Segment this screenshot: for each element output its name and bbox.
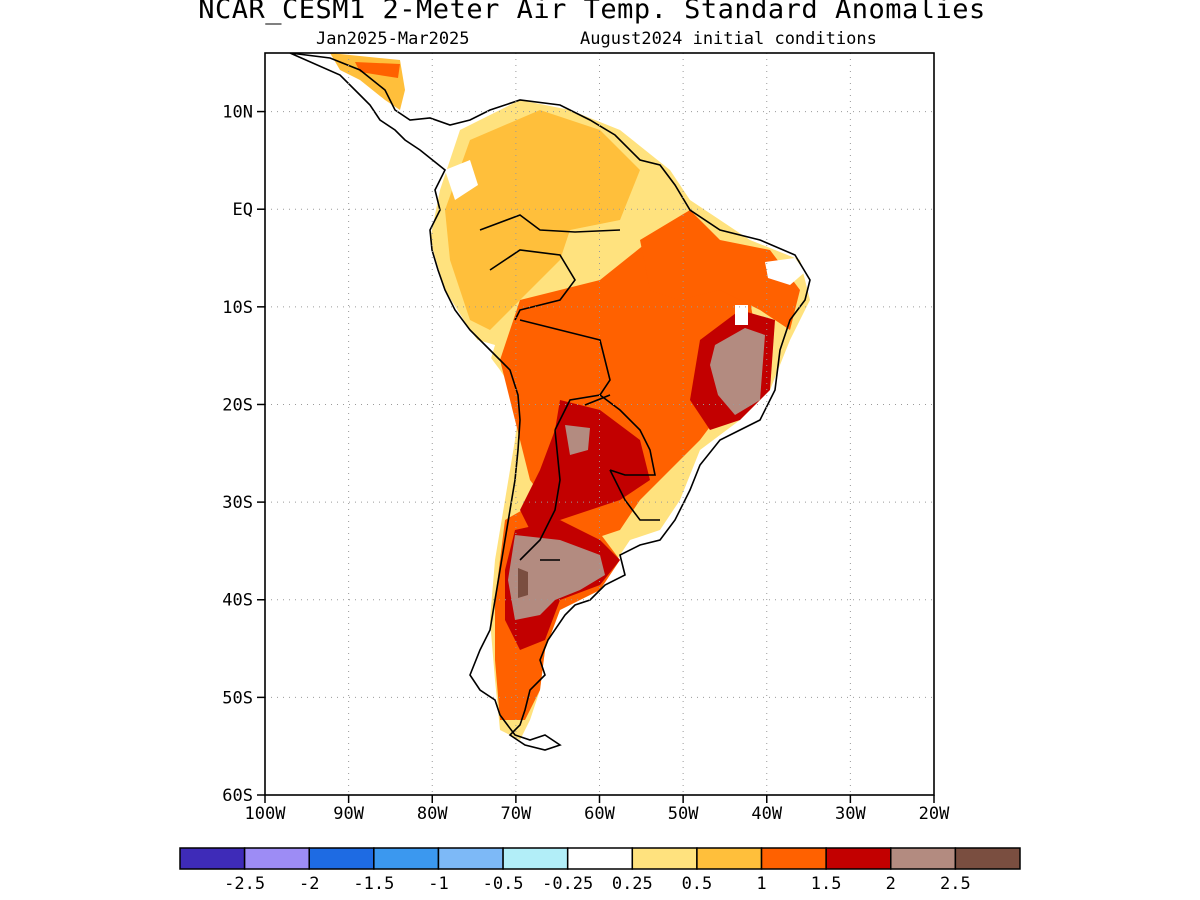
lon-label: 90W [333, 804, 364, 824]
latitude-axis: 10N EQ 10S 20S 30S 40S 50S 60S [222, 103, 265, 806]
lon-label: 80W [417, 804, 448, 824]
colorbar-swatch [243, 847, 310, 870]
lat-label: 50S [222, 688, 253, 708]
colorbar-label: -1.5 [353, 874, 394, 894]
colorbar-swatch [890, 847, 957, 870]
lon-label: 100W [245, 804, 287, 824]
colorbar: -2.5 -2 -1.5 -1 -0.5 -0.25 0.25 0.5 1 1.5 2 2.5 [179, 847, 1021, 894]
lat-label: 30S [222, 493, 253, 513]
colorbar-label: 1.5 [811, 874, 842, 894]
colorbar-label: -0.25 [542, 874, 593, 894]
colorbar-swatch [696, 847, 763, 870]
lat-label: 10S [222, 298, 253, 318]
colorbar-label: 2.5 [940, 874, 971, 894]
colorbar-label: -2 [299, 874, 319, 894]
lon-label: 50W [668, 804, 699, 824]
initial-conditions: August2024 initial conditions [580, 29, 877, 49]
colorbar-label: -1 [428, 874, 448, 894]
colorbar-swatch [631, 847, 698, 870]
gridlines [265, 53, 934, 795]
map-title: NCAR_CESM1 2-Meter Air Temp. Standard An… [198, 0, 986, 25]
lat-label: 40S [222, 591, 253, 611]
colorbar-label: 0.25 [612, 874, 653, 894]
colorbar-swatch [954, 847, 1021, 870]
lon-label: 70W [501, 804, 532, 824]
lon-label: 20W [919, 804, 950, 824]
colorbar-swatch [760, 847, 827, 870]
forecast-period: Jan2025-Mar2025 [316, 29, 470, 49]
lat-label: 10N [222, 103, 253, 123]
lon-label: 60W [584, 804, 615, 824]
lat-label: 20S [222, 395, 253, 415]
colorbar-swatch [179, 847, 246, 870]
colorbar-label: 0.5 [682, 874, 713, 894]
colorbar-swatch [566, 847, 634, 870]
lat-label: 60S [222, 786, 253, 806]
longitude-axis: 100W 90W 80W 70W 60W 50W 40W 30W 20W [245, 795, 950, 824]
colorbar-label: -2.5 [224, 874, 265, 894]
colorbar-swatch [502, 847, 569, 870]
colorbar-swatch [825, 847, 892, 870]
coastline [289, 53, 811, 751]
colorbar-swatch [308, 847, 375, 870]
colorbar-label: 1 [756, 874, 766, 894]
lon-label: 30W [835, 804, 866, 824]
colorbar-label: -0.5 [483, 874, 524, 894]
colorbar-swatch [437, 847, 504, 870]
colorbar-swatch [373, 847, 440, 870]
colorbar-label: 2 [886, 874, 896, 894]
lat-label: EQ [233, 200, 253, 220]
lon-label: 40W [751, 804, 782, 824]
anomaly-shading [330, 53, 810, 740]
